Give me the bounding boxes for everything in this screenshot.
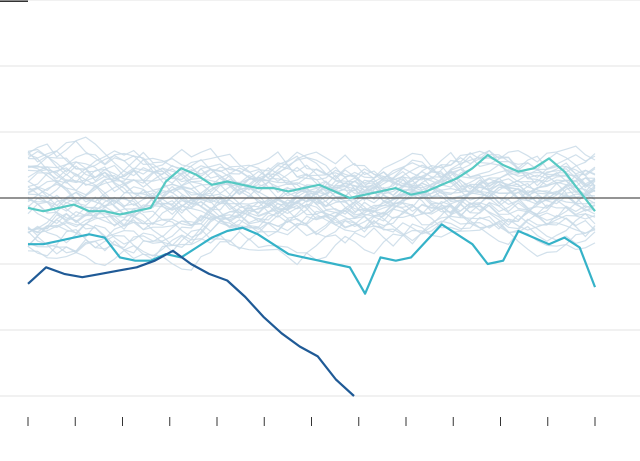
- background-series: [27, 136, 596, 271]
- background-series-line: [27, 152, 596, 212]
- background-series-line: [27, 172, 596, 229]
- background-series-line: [27, 204, 596, 266]
- background-series-line: [27, 189, 596, 249]
- background-series-line: [27, 148, 596, 251]
- background-series-line: [27, 140, 596, 209]
- background-series-line: [27, 157, 596, 231]
- background-series-line: [27, 164, 596, 215]
- background-series-line: [27, 169, 596, 254]
- background-series-line: [27, 161, 596, 267]
- background-series-line: [27, 168, 596, 225]
- background-series-line: [27, 183, 596, 238]
- highlighted-series: [27, 154, 597, 397]
- background-series-line: [27, 151, 596, 200]
- background-series-line: [27, 149, 596, 187]
- background-series-line: [27, 150, 596, 227]
- highlight-series-line: [27, 154, 596, 216]
- highlight-series-line: [27, 249, 355, 397]
- x-axis-ticks: [27, 417, 596, 426]
- highlight-series-line: [28, 223, 597, 295]
- background-series-line: [27, 165, 596, 223]
- background-series-line: [27, 168, 596, 223]
